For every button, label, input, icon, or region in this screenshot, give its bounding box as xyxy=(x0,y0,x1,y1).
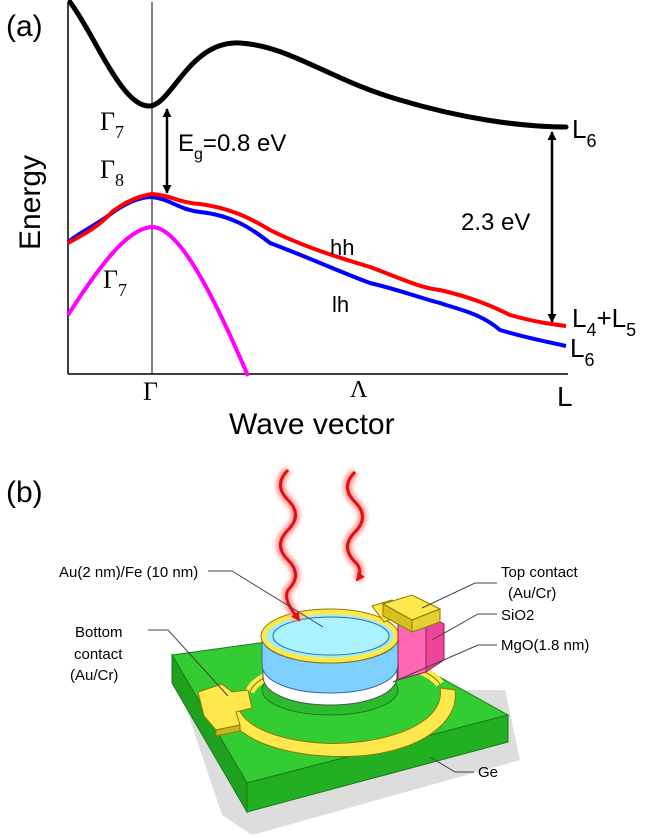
top-contact-label-1: Top contact xyxy=(501,564,579,581)
gamma-tick-label: Γ xyxy=(143,377,158,406)
l4-l5-label: L4+L5 xyxy=(572,303,636,340)
mesa xyxy=(260,608,400,716)
au-fe-ring xyxy=(261,609,399,663)
gamma8-label: Γ8 xyxy=(100,155,124,190)
heavy-hole-band-curve xyxy=(66,191,567,328)
hh-label: hh xyxy=(330,235,354,260)
l6-upper-label: L6 xyxy=(572,114,596,151)
panel-a-tag: (a) xyxy=(6,10,43,43)
lh-label: lh xyxy=(332,292,349,317)
panel-b-tag: (b) xyxy=(6,476,43,509)
light-wave-1 xyxy=(279,468,301,622)
mgo-label: MgO(1.8 nm) xyxy=(501,637,589,654)
top-contact-pad-left xyxy=(382,603,413,633)
l6-lower-label: L6 xyxy=(570,333,594,370)
light-wave-2 xyxy=(346,470,365,582)
bottom-contact-leader xyxy=(148,629,229,697)
bottom-contact-pad xyxy=(197,683,253,731)
sio2-top-rim xyxy=(272,616,390,656)
l-gap-label: 2.3 eV xyxy=(461,209,530,236)
conduction-band-curve xyxy=(67,0,569,130)
top-contact xyxy=(371,594,445,681)
sio2-leader xyxy=(431,613,497,641)
lambda-tick-label: Λ xyxy=(350,377,368,403)
incident-light xyxy=(276,466,367,623)
split-off-band-curve xyxy=(66,224,250,377)
au-fe-leader xyxy=(208,570,324,628)
ge-leader xyxy=(429,756,474,773)
gamma7-upper-label: Γ7 xyxy=(100,107,124,142)
band-gap-label: Eg=0.8 eV xyxy=(178,130,286,163)
l-tick-label: L xyxy=(557,381,573,412)
leader-lines xyxy=(148,570,497,773)
mgo-leader xyxy=(392,644,497,683)
bottom-contact-pad-side xyxy=(215,724,241,737)
panel-b: (b) xyxy=(6,466,589,835)
top-contact-leader xyxy=(421,582,497,609)
x-axis-label: Wave vector xyxy=(229,408,395,441)
au-fe-label: Au(2 nm)/Fe (10 nm) xyxy=(59,564,198,581)
ge-label: Ge xyxy=(478,764,498,781)
bottom-contact-label-3: (Au/Cr) xyxy=(70,667,118,684)
bottom-contact-ring xyxy=(224,687,456,758)
top-contact-label-2: (Au/Cr) xyxy=(508,585,556,602)
bottom-contact-label-1: Bottom xyxy=(75,624,123,641)
sio2-label: SiO2 xyxy=(501,607,534,624)
y-axis-label: Energy xyxy=(14,155,47,250)
gamma7-lower-label: Γ7 xyxy=(103,265,127,300)
panel-a: (a) Γ7 Γ8 Γ7 Eg=0.8 eV 2.3 eV hh lh L6 xyxy=(6,0,636,441)
bottom-contact-label-2: contact xyxy=(74,646,123,663)
